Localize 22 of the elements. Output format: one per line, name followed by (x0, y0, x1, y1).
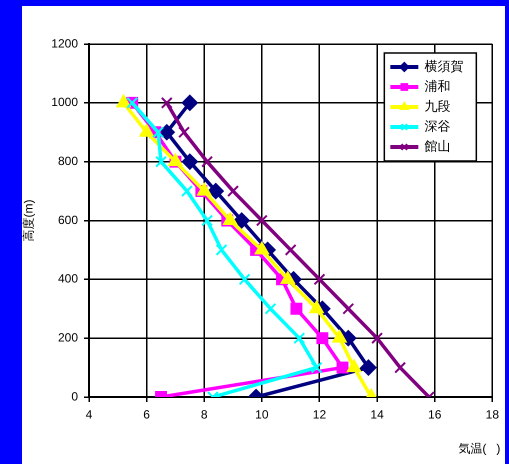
legend-label: 浦和 (424, 78, 450, 94)
x-tick-label: 6 (143, 408, 150, 422)
x-tick-label: 4 (86, 408, 93, 422)
y-tick-label: 800 (58, 154, 78, 168)
y-tick-label: 1000 (51, 95, 78, 110)
legend-label: 九段 (424, 98, 450, 114)
x-axis-title: 気温( ) (458, 441, 500, 456)
y-tick-label: 600 (58, 212, 78, 227)
y-tick-label: 400 (58, 272, 78, 286)
legend-label: 深谷 (424, 118, 450, 134)
x-tick-label: 16 (428, 408, 442, 422)
x-tick-label: 12 (312, 408, 326, 422)
y-axis-title: 高度(m) (22, 200, 36, 242)
y-tick-label: 200 (58, 330, 78, 344)
x-tick-label: 18 (486, 408, 500, 422)
x-tick-label: 14 (370, 408, 384, 422)
y-tick-label: 0 (71, 389, 78, 404)
x-tick-label: 10 (255, 408, 269, 422)
legend-label: 横須賀 (424, 58, 464, 74)
x-tick-label: 8 (200, 408, 208, 422)
legend-label: 館山 (424, 138, 450, 154)
y-tick-label: 1200 (51, 36, 78, 50)
